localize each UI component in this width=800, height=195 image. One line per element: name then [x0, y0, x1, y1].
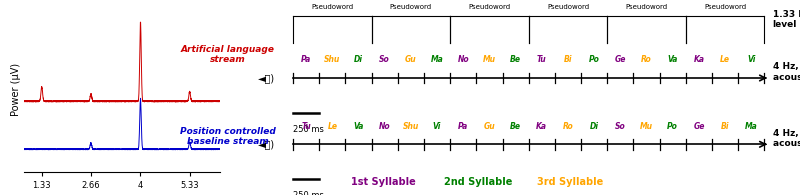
Text: Ro: Ro: [562, 122, 574, 131]
Text: Ma: Ma: [430, 55, 443, 64]
Text: Be: Be: [510, 122, 521, 131]
Text: Pseudoword: Pseudoword: [547, 4, 589, 10]
Text: Pseudoword: Pseudoword: [311, 4, 354, 10]
Text: Le: Le: [327, 122, 338, 131]
Text: 1.33 Hz, pseudoword
level: 1.33 Hz, pseudoword level: [773, 10, 800, 29]
Text: ◄⧩): ◄⧩): [258, 139, 275, 149]
Text: Po: Po: [589, 55, 600, 64]
Text: Tu: Tu: [537, 55, 546, 64]
Text: Gu: Gu: [405, 55, 417, 64]
Text: No: No: [379, 122, 390, 131]
Text: Pseudoword: Pseudoword: [626, 4, 668, 10]
Text: 3rd Syllable: 3rd Syllable: [537, 177, 603, 187]
Text: Ma: Ma: [745, 122, 758, 131]
Text: ◄⧩): ◄⧩): [258, 73, 275, 83]
Text: Shu: Shu: [324, 55, 341, 64]
Text: No: No: [458, 55, 469, 64]
Text: Tu: Tu: [302, 122, 311, 131]
Text: Po: Po: [667, 122, 678, 131]
Text: Bi: Bi: [721, 122, 730, 131]
Text: Ro: Ro: [641, 55, 652, 64]
Text: Artificial language
stream: Artificial language stream: [181, 45, 275, 64]
Text: 4 Hz, syllable Level /
acoustic level: 4 Hz, syllable Level / acoustic level: [773, 129, 800, 148]
Text: Pseudoword: Pseudoword: [704, 4, 746, 10]
Text: Ge: Ge: [694, 122, 705, 131]
Text: Vi: Vi: [747, 55, 755, 64]
Text: 4 Hz, syllable Level /
acoustic level: 4 Hz, syllable Level / acoustic level: [773, 62, 800, 82]
Text: Gu: Gu: [484, 122, 495, 131]
Text: Shu: Shu: [402, 122, 419, 131]
Text: Position controlled
baseline stream: Position controlled baseline stream: [180, 127, 276, 146]
Text: Di: Di: [590, 122, 598, 131]
Text: Va: Va: [667, 55, 678, 64]
Text: Mu: Mu: [483, 55, 496, 64]
Text: 250 ms: 250 ms: [293, 191, 324, 195]
Text: Ge: Ge: [614, 55, 626, 64]
Text: So: So: [379, 55, 390, 64]
Text: Bi: Bi: [564, 55, 572, 64]
Text: Ka: Ka: [536, 122, 547, 131]
Text: Pa: Pa: [458, 122, 469, 131]
Text: Pa: Pa: [301, 55, 311, 64]
Text: Pseudoword: Pseudoword: [390, 4, 432, 10]
Text: Pseudoword: Pseudoword: [469, 4, 510, 10]
Text: Le: Le: [720, 55, 730, 64]
Text: 250 ms: 250 ms: [293, 125, 324, 134]
Text: Di: Di: [354, 55, 363, 64]
Text: So: So: [615, 122, 626, 131]
Y-axis label: Power (μV): Power (μV): [11, 63, 22, 116]
Text: Va: Va: [354, 122, 364, 131]
Text: Vi: Vi: [433, 122, 442, 131]
Text: 2nd Syllable: 2nd Syllable: [444, 177, 512, 187]
Text: Be: Be: [510, 55, 521, 64]
Text: Ka: Ka: [694, 55, 705, 64]
Text: Mu: Mu: [640, 122, 653, 131]
Text: 1st Syllable: 1st Syllable: [350, 177, 415, 187]
